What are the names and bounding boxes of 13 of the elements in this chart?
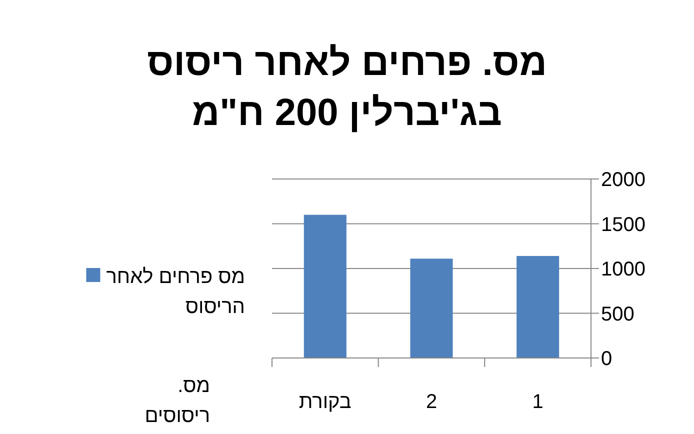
bar [304, 214, 346, 358]
bar [516, 256, 560, 358]
y-tick-label: 500 [601, 303, 634, 326]
y-tick-label: 2000 [601, 169, 646, 191]
y-tick-label: 1500 [601, 214, 646, 236]
x-tick-label: 2 [426, 391, 438, 413]
x-axis-title: מס. ריסוסים [144, 375, 210, 427]
bar [410, 258, 453, 358]
x-tick-label: 1 [532, 391, 544, 413]
y-tick-label: 1000 [601, 258, 646, 280]
x-tick-label: בקורת [298, 391, 352, 413]
y-tick-label: 0 [601, 348, 612, 370]
chart-title: מס. פרחים לאחר ריסוס בג'יברלין 200 ח"מ [147, 42, 547, 134]
